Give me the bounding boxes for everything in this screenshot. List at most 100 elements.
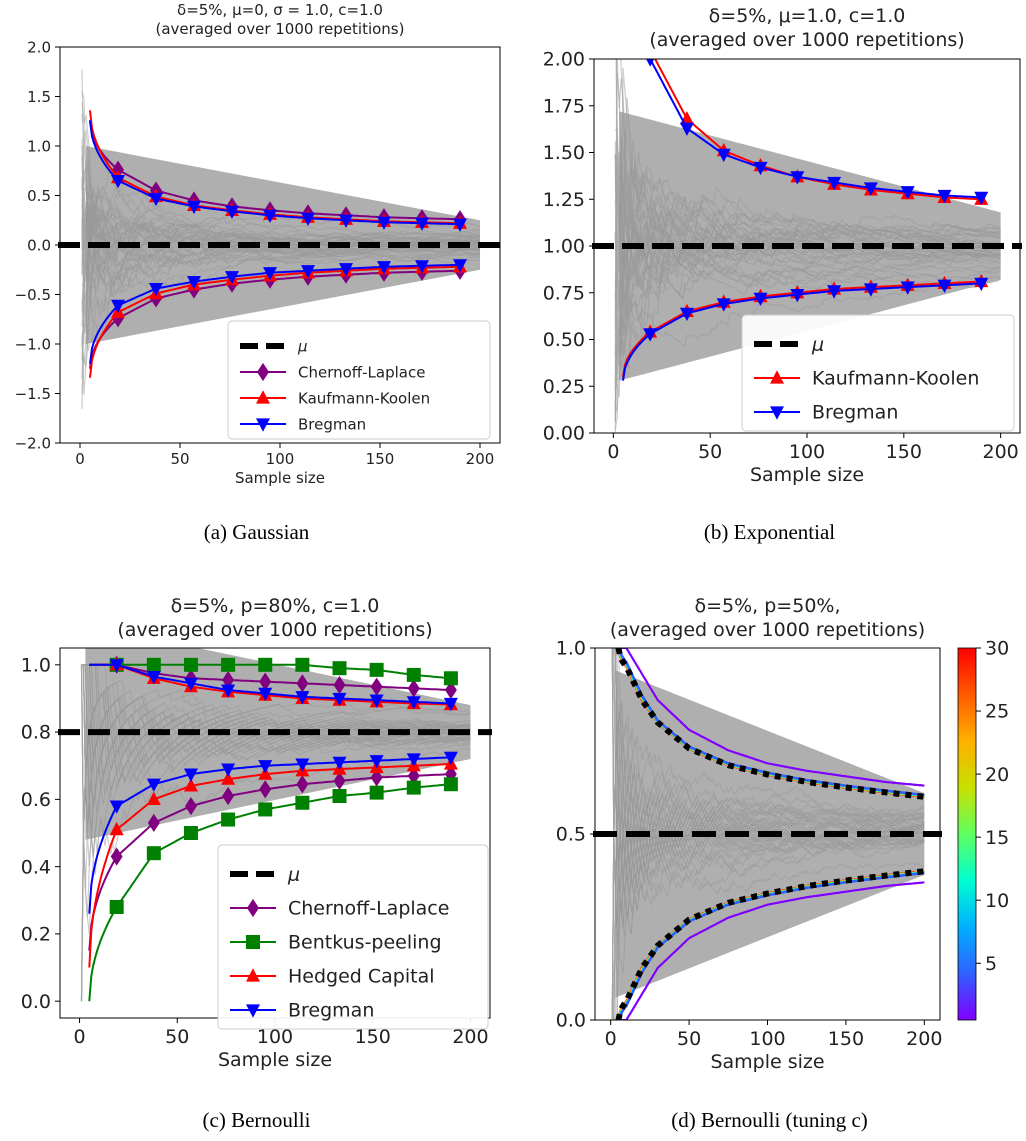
chernoff-laplace-marker [333, 675, 346, 695]
y-tick-label: 0.5 [556, 824, 586, 846]
bregman-marker [377, 216, 391, 230]
x-tick-label: 0 [607, 441, 619, 463]
bentkus-peeling-marker [258, 657, 273, 672]
bregman-marker [937, 279, 952, 293]
bregman-marker [221, 763, 236, 777]
legend-label: Hedged Capital [288, 966, 435, 988]
bregman-marker [716, 298, 731, 312]
chernoff-laplace-marker [112, 309, 124, 328]
chart-panel-c: 0 50 100 150 200 0.0 0.2 0.4 0.6 0.8 1.0 Sample siz… [21, 595, 492, 1071]
chernoff-laplace-marker [333, 771, 346, 790]
legend: μ Kaufmann-Koolen Bregman [741, 314, 1015, 432]
x-tick-label: 50 [698, 441, 722, 463]
x-tick-label: 100 [789, 441, 825, 463]
legend-box [741, 314, 1015, 432]
bregman-marker [863, 283, 878, 297]
bregman-marker [339, 263, 353, 277]
bentkus-peeling-marker [332, 661, 347, 676]
bregman-marker [369, 755, 384, 769]
chart-title: δ=5%, p=80%, c=1.0 [171, 595, 380, 617]
bregman-marker [753, 161, 768, 176]
y-tick-label: 1.0 [556, 638, 586, 660]
chart-title: δ=5%, μ=0, σ = 1.0, c=1.0 [177, 1, 383, 19]
legend-marker [246, 968, 260, 982]
legend: μ Chernoff-Laplace Bentkus-peeling Hedged C… [217, 844, 489, 1030]
bregman-marker [332, 692, 347, 707]
x-tick-label: 0 [605, 1028, 617, 1050]
x-axis-label: Sample size [218, 1049, 332, 1071]
bregman-marker [225, 205, 239, 220]
bregman-marker [187, 276, 201, 290]
y-tick-label: 1.75 [543, 95, 585, 117]
tuning-curve-min-c-lower [618, 881, 925, 1020]
caption-b: (b) Exponential [703, 520, 836, 544]
legend-label: Kaufmann-Koolen [298, 389, 430, 407]
bregman-marker [406, 753, 421, 767]
chernoff-laplace-marker [296, 775, 309, 794]
y-tick-label: −1.5 [15, 385, 51, 403]
series-group [88, 655, 458, 1002]
bregman-marker [900, 186, 915, 200]
bregman-marker [295, 758, 310, 772]
bregman-marker [332, 756, 347, 771]
y-tick-label: −2.0 [15, 434, 51, 452]
caption-c: (c) Bernoulli [202, 1108, 311, 1132]
bregman-marker [258, 760, 273, 774]
x-tick-label: 100 [749, 1028, 785, 1050]
x-tick-label: 150 [886, 441, 922, 463]
y-tick-label: 1.25 [543, 189, 585, 211]
bregman-marker [716, 148, 731, 163]
chernoff-laplace-marker [110, 847, 123, 866]
bentkus-peeling-marker [406, 667, 421, 682]
hedged-capital-marker [183, 778, 198, 792]
legend-marker [256, 418, 270, 432]
bregman-marker [790, 289, 805, 303]
caption-d: (d) Bernoulli (tuning c) [671, 1108, 868, 1132]
legend-marker [246, 935, 260, 949]
y-tick-label: 1.0 [27, 137, 51, 155]
chart-subtitle: (averaged over 1000 repetitions) [117, 619, 432, 641]
tuning-curve-min-c-upper [618, 648, 925, 787]
chernoff-laplace-marker [185, 796, 197, 816]
chart-panel-d: 0 50 100 150 200 0.0 0.5 1.0 Sample size δ=5%, p=… [556, 595, 1009, 1073]
bregman-marker [183, 677, 198, 692]
chart-panel-b: 0 50 100 150 200 0.00 0.25 0.50 0.75 1.00 1.25 1.50… [543, 5, 1022, 486]
bentkus-peeling-marker [183, 657, 198, 672]
bregman-marker [443, 751, 458, 766]
bregman-marker [221, 684, 236, 698]
bentkus-peeling-marker [295, 795, 310, 810]
x-tick-label: 150 [828, 1028, 864, 1050]
bentkus-peeling-marker [443, 671, 458, 686]
bregman-marker [646, 59, 655, 67]
x-tick-label: 100 [257, 1026, 293, 1048]
bregman-lower-line [89, 263, 461, 364]
bregman-marker [369, 694, 384, 708]
legend-label: μ [811, 334, 824, 356]
x-axis-label: Sample size [750, 464, 864, 486]
y-tick-label: 0.0 [556, 1010, 586, 1032]
legend-label: Chernoff-Laplace [298, 363, 425, 381]
bregman-marker [827, 176, 842, 191]
y-tick-label: 2.00 [543, 49, 585, 71]
bregman-marker [974, 191, 989, 206]
chernoff-laplace-marker [259, 780, 272, 799]
bregman-lower-line [88, 756, 451, 914]
bregman-marker [900, 281, 915, 295]
bregman-marker [301, 212, 315, 226]
x-tick-label: 50 [170, 450, 189, 468]
legend-label: Bregman [812, 402, 898, 424]
legend-marker [257, 362, 269, 382]
bregman-marker [443, 697, 458, 712]
bregman-marker [149, 282, 163, 297]
bregman-marker [827, 285, 842, 299]
chernoff-laplace-marker [147, 813, 160, 833]
bregman-marker [377, 261, 391, 275]
bregman-marker [263, 267, 277, 281]
bregman-upper-line [649, 59, 982, 199]
colorbar-tick-label: 15 [985, 827, 1009, 849]
chart-subtitle: (averaged over 1000 repetitions) [610, 619, 925, 641]
bentkus-peeling-marker [295, 657, 310, 672]
x-tick-label: 150 [355, 1026, 391, 1048]
y-tick-label: 1.0 [21, 654, 51, 676]
